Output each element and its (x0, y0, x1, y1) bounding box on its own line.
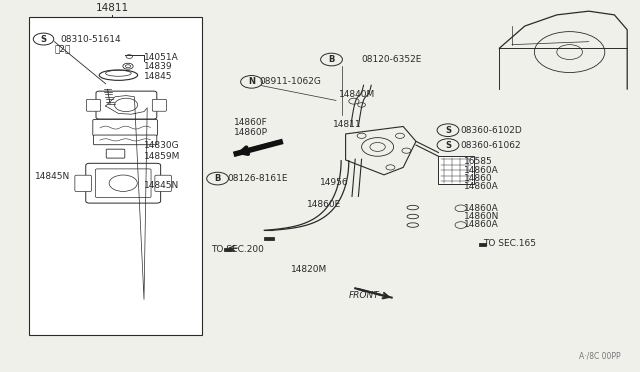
Text: 14860N: 14860N (464, 212, 499, 221)
Text: N: N (248, 77, 255, 86)
Text: S: S (445, 141, 451, 150)
FancyBboxPatch shape (96, 91, 157, 119)
Text: TO SEC.165: TO SEC.165 (483, 239, 536, 248)
Text: 14859M: 14859M (144, 152, 180, 161)
Text: 14820M: 14820M (291, 265, 328, 274)
FancyBboxPatch shape (106, 149, 125, 158)
Text: 14051A: 14051A (144, 53, 179, 62)
Text: B: B (214, 174, 221, 183)
FancyBboxPatch shape (75, 175, 92, 192)
Text: 14845: 14845 (144, 72, 173, 81)
Text: 14860F: 14860F (234, 118, 268, 127)
Text: 14811: 14811 (95, 3, 129, 13)
Text: 08360-61062: 08360-61062 (461, 141, 522, 150)
Text: S: S (40, 35, 47, 44)
FancyBboxPatch shape (95, 169, 151, 198)
FancyBboxPatch shape (438, 156, 474, 184)
Text: 14860: 14860 (464, 174, 493, 183)
FancyBboxPatch shape (152, 99, 166, 111)
Text: 14860P: 14860P (234, 128, 268, 137)
FancyBboxPatch shape (479, 243, 486, 246)
Text: 08120-6352E: 08120-6352E (362, 55, 422, 64)
Text: 14860A: 14860A (464, 166, 499, 174)
FancyBboxPatch shape (86, 99, 100, 111)
Text: 14860E: 14860E (307, 200, 342, 209)
Text: 08310-51614: 08310-51614 (61, 35, 122, 44)
Text: B: B (328, 55, 335, 64)
FancyBboxPatch shape (264, 237, 274, 240)
Bar (29, 17, 202, 335)
Text: 14860A: 14860A (464, 220, 499, 229)
FancyBboxPatch shape (93, 119, 157, 136)
Text: 08360-6102D: 08360-6102D (461, 126, 522, 135)
Text: （2）: （2） (54, 44, 71, 53)
Text: A·/8C 00PP: A·/8C 00PP (579, 352, 621, 361)
Text: 14839: 14839 (144, 62, 173, 71)
FancyBboxPatch shape (155, 175, 172, 192)
Text: 14845N: 14845N (35, 172, 70, 181)
Text: 14860A: 14860A (464, 182, 499, 191)
Text: S: S (445, 126, 451, 135)
Text: 14845N: 14845N (144, 182, 179, 190)
Text: TO SEC.200: TO SEC.200 (211, 245, 264, 254)
Text: 14811: 14811 (333, 120, 362, 129)
Text: 14860A: 14860A (464, 204, 499, 213)
Text: 08911-1062G: 08911-1062G (259, 77, 321, 86)
FancyBboxPatch shape (224, 248, 232, 251)
Text: 16585: 16585 (464, 157, 493, 166)
Text: 08126-8161E: 08126-8161E (227, 174, 288, 183)
FancyBboxPatch shape (86, 163, 161, 203)
Text: 14830G: 14830G (144, 141, 180, 150)
Text: 14840M: 14840M (339, 90, 376, 99)
Text: 14956: 14956 (320, 178, 349, 187)
Text: FRONT: FRONT (349, 291, 380, 300)
FancyBboxPatch shape (93, 135, 157, 145)
